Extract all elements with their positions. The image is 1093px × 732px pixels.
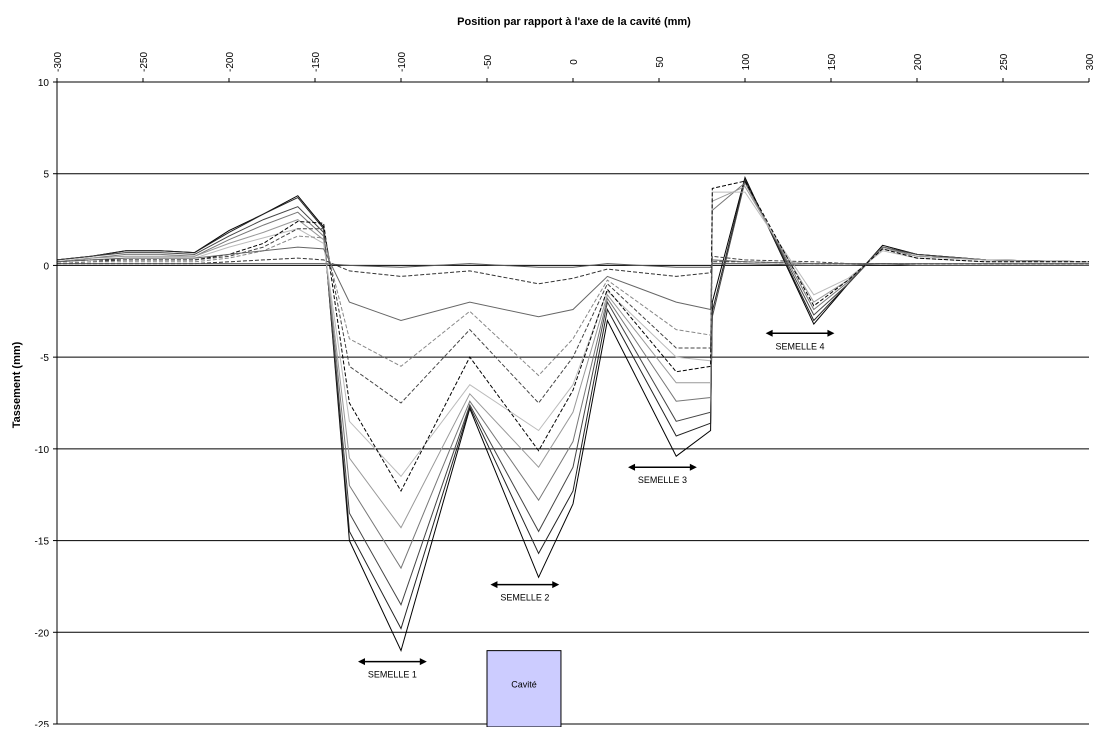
series-line	[56, 177, 1090, 630]
annotation-arrowhead-right	[419, 658, 427, 666]
x-tick-label: -150	[311, 52, 322, 72]
series-line	[56, 246, 1089, 322]
x-tick-label: 150	[827, 53, 838, 70]
y-tick-label: 10	[38, 78, 50, 89]
x-tick-label: -50	[483, 54, 494, 69]
cavity-layer: Cavité	[486, 650, 562, 728]
series-line	[57, 263, 1089, 268]
cavity-box	[486, 650, 562, 728]
series-line	[56, 180, 1089, 493]
x-axis-title: Position par rapport à l'axe de la cavit…	[457, 16, 691, 28]
x-tick-label: 200	[913, 53, 924, 70]
cavity-label: Cavité	[511, 680, 537, 690]
y-tick-label: -20	[35, 628, 50, 639]
grid-layer	[57, 81, 1089, 725]
x-tick-label: -200	[225, 52, 236, 72]
series-line	[57, 257, 1089, 285]
y-tick-label: -15	[35, 537, 50, 548]
x-tick-label: 250	[999, 53, 1010, 70]
annotation-arrowhead-left	[628, 463, 636, 471]
series-line	[56, 179, 1090, 607]
y-tick-label: 5	[43, 170, 49, 181]
series-line	[56, 182, 1090, 570]
series-layer	[56, 175, 1090, 653]
x-tick-label: 100	[741, 53, 752, 70]
annotation-label: SEMELLE 2	[500, 593, 549, 603]
annotation-arrowhead-right	[552, 581, 560, 589]
x-tick-label: 0	[569, 59, 580, 65]
series-line	[56, 228, 1089, 404]
series-line	[56, 185, 1090, 529]
annotation-label: SEMELLE 4	[776, 341, 825, 351]
x-tick-label: 300	[1085, 53, 1093, 70]
x-tick-label: -250	[139, 52, 150, 72]
annotation-arrowhead-left	[490, 581, 498, 589]
x-tick-label: 50	[655, 56, 666, 68]
x-tick-label: -100	[397, 52, 408, 72]
y-tick-label: -5	[40, 353, 49, 364]
y-tick-label: -10	[35, 445, 50, 456]
y-tick-label: -25	[35, 720, 50, 727]
series-line	[56, 191, 1089, 478]
x-tick-label: -300	[53, 52, 64, 72]
annotation-arrowhead-right	[689, 463, 697, 471]
y-axis-title: Tassement (mm)	[11, 341, 23, 428]
annotation-arrowhead-left	[765, 329, 773, 337]
annotation-arrowhead-left	[358, 658, 365, 666]
annotation-label: SEMELLE 3	[638, 475, 687, 485]
annotation-arrowhead-right	[827, 329, 835, 337]
annotation-label: SEMELLE 1	[368, 670, 417, 680]
annotation-layer: SEMELLE 1 SEMELLE 2 SEMELLE 3 SEMELLE 4	[358, 329, 835, 680]
y-tick-label: 0	[43, 261, 49, 272]
